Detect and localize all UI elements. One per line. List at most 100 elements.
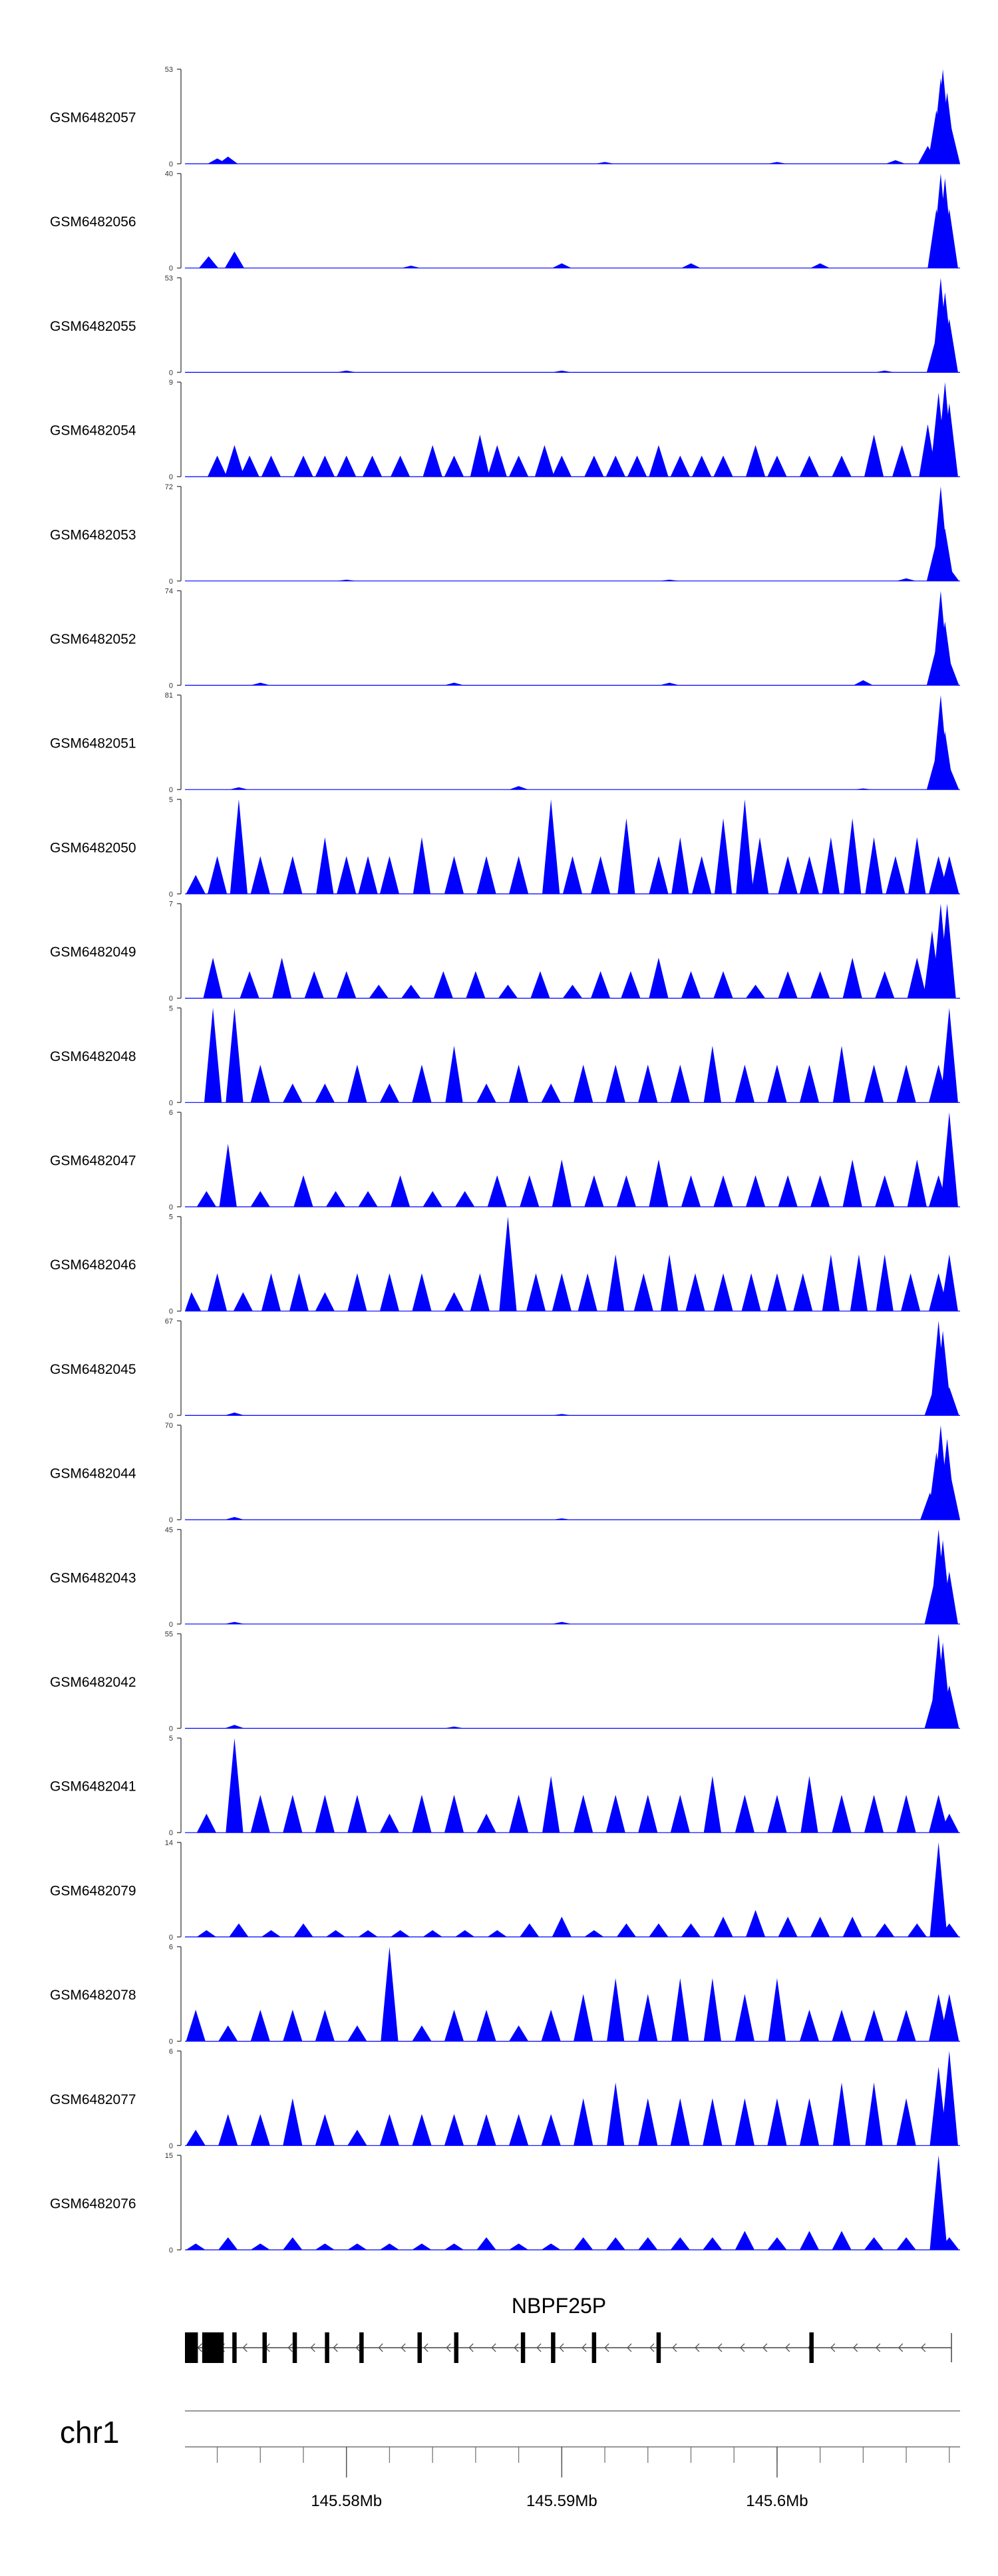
chromosome-label: chr1: [60, 2415, 119, 2450]
coverage-peak: [778, 1916, 798, 1937]
coverage-peak: [940, 2051, 958, 2146]
y-min-label: 0: [169, 1308, 173, 1316]
coverage-peak: [638, 1994, 658, 2041]
y-min-label: 0: [169, 1099, 173, 1107]
coverage-peak: [939, 1923, 959, 1937]
coverage-peak: [444, 2243, 464, 2250]
track-label: GSM6482046: [50, 1257, 136, 1273]
coverage-peak: [713, 455, 733, 477]
coverage-peak: [767, 2098, 787, 2146]
track-label: GSM6482079: [50, 1883, 136, 1898]
coverage-peak: [509, 1795, 529, 1833]
gene-exon: [454, 2332, 458, 2363]
coverage-peak: [293, 1923, 313, 1937]
coverage-peak: [875, 1175, 895, 1207]
coverage-peak: [358, 1191, 378, 1207]
y-min-label: 0: [169, 786, 173, 794]
coverage-peak: [844, 818, 862, 894]
coverage-peak: [552, 1273, 572, 1311]
gene-name-label: NBPF25P: [512, 2294, 606, 2318]
coverage-peak: [713, 1273, 733, 1311]
strand-arrow: [739, 2343, 745, 2352]
y-min-label: 0: [169, 1725, 173, 1733]
coverage-track: GSM6482055 53 0: [50, 274, 960, 377]
coverage-peak: [574, 1064, 593, 1103]
coverage-peak: [203, 957, 223, 998]
axis-tick-label: 145.59Mb: [526, 2492, 597, 2510]
coverage-peak: [412, 2243, 432, 2250]
coverage-peak: [186, 2243, 206, 2250]
axis-tick-label: 145.58Mb: [311, 2492, 382, 2510]
coverage-peak: [864, 2237, 884, 2250]
coverage-peak: [552, 1518, 572, 1520]
coverage-peak: [304, 971, 324, 998]
coverage-peak: [703, 1978, 721, 2041]
coverage-peak: [670, 2237, 690, 2250]
coverage-peak: [940, 1571, 958, 1624]
track-label: GSM6482050: [50, 840, 136, 855]
y-min-label: 0: [169, 2247, 173, 2254]
coverage-peak: [670, 1064, 690, 1103]
strand-arrow: [446, 2343, 451, 2352]
coverage-peak: [584, 455, 604, 477]
coverage-peak: [391, 455, 411, 477]
coverage-peak: [939, 1387, 959, 1416]
coverage-track: GSM6482057 53 0: [50, 66, 960, 168]
coverage-peak: [767, 1795, 787, 1833]
coverage-peak: [865, 2082, 883, 2146]
coverage-peak: [810, 971, 830, 998]
coverage-peak: [412, 2113, 432, 2146]
strand-arrow: [333, 2343, 338, 2352]
coverage-peak: [250, 2243, 270, 2250]
coverage-track: GSM6482050 5 0: [50, 796, 960, 899]
gene-exon: [359, 2332, 364, 2363]
coverage-peak: [229, 1923, 249, 1937]
coverage-peak: [455, 1191, 475, 1207]
coverage-peak: [250, 1795, 270, 1833]
y-max-label: 53: [165, 274, 173, 282]
coverage-peak: [886, 856, 906, 894]
coverage-peak: [810, 1916, 830, 1937]
coverage-peak: [822, 837, 840, 894]
coverage-peak: [907, 957, 927, 998]
coverage-peak: [250, 2010, 270, 2041]
strand-arrow: [423, 2343, 428, 2352]
coverage-peak: [778, 1175, 798, 1207]
strand-arrow: [672, 2343, 677, 2352]
coverage-peak: [379, 2243, 399, 2250]
coverage-peak: [822, 1254, 840, 1311]
coverage-peak: [746, 1175, 766, 1207]
strand-arrow: [784, 2343, 790, 2352]
coverage-peak: [864, 1064, 884, 1103]
coverage-peak: [591, 856, 611, 894]
y-max-label: 5: [169, 1213, 173, 1221]
coverage-peak: [470, 434, 490, 477]
coverage-tracks: GSM6482057530GSM6482056400GSM6482055530G…: [50, 66, 960, 2254]
coverage-peak: [541, 2243, 561, 2250]
coverage-peak: [218, 2237, 238, 2250]
coverage-peak: [218, 2025, 238, 2041]
coverage-track: GSM6482049 7 0: [50, 901, 960, 1003]
coverage-peak: [476, 2237, 496, 2250]
coverage-peak: [196, 1191, 216, 1207]
coverage-peak: [444, 682, 464, 686]
strand-arrow: [875, 2343, 881, 2352]
coverage-peak: [896, 2010, 916, 2041]
coverage-peak: [444, 1795, 464, 1833]
coverage-peak: [552, 1414, 572, 1416]
gene-exon: [809, 2332, 814, 2363]
strand-arrow: [604, 2343, 609, 2352]
coverage-peak: [552, 1160, 572, 1207]
coverage-peak: [509, 785, 529, 790]
coverage-peak: [876, 1254, 894, 1311]
y-max-label: 7: [169, 901, 173, 909]
track-label: GSM6482044: [50, 1466, 136, 1482]
coverage-peak: [767, 2237, 787, 2250]
coverage-peak: [470, 1273, 490, 1311]
coverage-peak: [670, 455, 690, 477]
coverage-peak: [283, 1083, 303, 1103]
coverage-peak: [445, 1046, 463, 1103]
strand-arrow: [920, 2343, 926, 2352]
coverage-peak: [939, 660, 959, 686]
coverage-peak: [938, 903, 956, 998]
